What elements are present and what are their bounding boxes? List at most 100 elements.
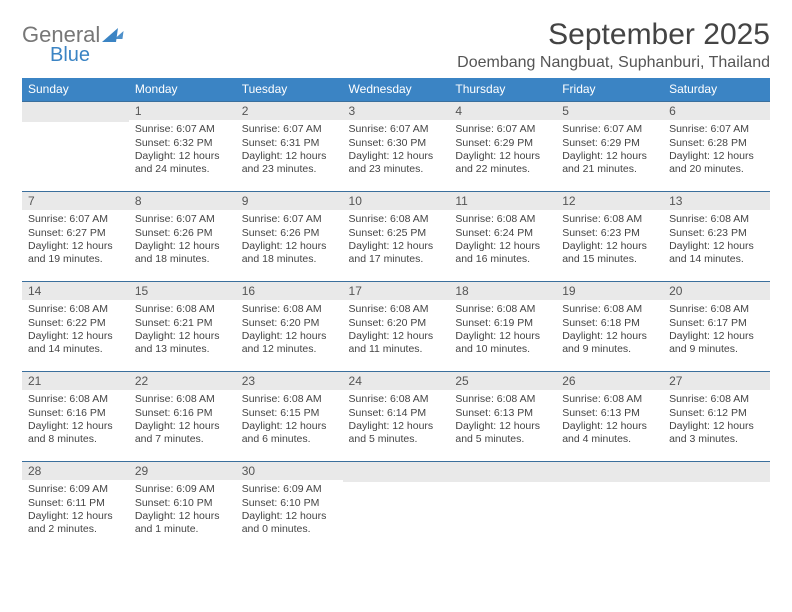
- daylight-line2: and 23 minutes.: [242, 163, 337, 176]
- calendar-cell: 14Sunrise: 6:08 AMSunset: 6:22 PMDayligh…: [22, 281, 129, 371]
- sunset-text: Sunset: 6:12 PM: [669, 407, 764, 420]
- daylight-line2: and 1 minute.: [135, 523, 230, 536]
- sunrise-text: Sunrise: 6:08 AM: [242, 393, 337, 406]
- date-strip: [22, 101, 129, 122]
- sunset-text: Sunset: 6:21 PM: [135, 317, 230, 330]
- sunrise-text: Sunrise: 6:07 AM: [455, 123, 550, 136]
- daylight-line2: and 18 minutes.: [242, 253, 337, 266]
- calendar-cell: 7Sunrise: 6:07 AMSunset: 6:27 PMDaylight…: [22, 191, 129, 281]
- sail-icon-small: [115, 31, 124, 39]
- date-strip: 24: [343, 371, 450, 390]
- sunrise-text: Sunrise: 6:07 AM: [562, 123, 657, 136]
- cell-body: Sunrise: 6:08 AMSunset: 6:13 PMDaylight:…: [556, 390, 663, 450]
- date-strip: 20: [663, 281, 770, 300]
- calendar-cell: 21Sunrise: 6:08 AMSunset: 6:16 PMDayligh…: [22, 371, 129, 461]
- logo-word2: Blue: [50, 44, 90, 67]
- cell-body: Sunrise: 6:08 AMSunset: 6:19 PMDaylight:…: [449, 300, 556, 360]
- sunrise-text: Sunrise: 6:08 AM: [28, 393, 123, 406]
- calendar-cell: 20Sunrise: 6:08 AMSunset: 6:17 PMDayligh…: [663, 281, 770, 371]
- sunset-text: Sunset: 6:13 PM: [455, 407, 550, 420]
- sunset-text: Sunset: 6:31 PM: [242, 137, 337, 150]
- calendar-cell: 2Sunrise: 6:07 AMSunset: 6:31 PMDaylight…: [236, 101, 343, 191]
- daylight-line2: and 9 minutes.: [562, 343, 657, 356]
- daylight-line2: and 23 minutes.: [349, 163, 444, 176]
- calendar-cell: 16Sunrise: 6:08 AMSunset: 6:20 PMDayligh…: [236, 281, 343, 371]
- calendar-cell: 4Sunrise: 6:07 AMSunset: 6:29 PMDaylight…: [449, 101, 556, 191]
- daylight-line1: Daylight: 12 hours: [242, 240, 337, 253]
- daylight-line1: Daylight: 12 hours: [28, 510, 123, 523]
- daylight-line2: and 10 minutes.: [455, 343, 550, 356]
- cell-body: Sunrise: 6:07 AMSunset: 6:29 PMDaylight:…: [449, 120, 556, 180]
- cell-body: Sunrise: 6:08 AMSunset: 6:18 PMDaylight:…: [556, 300, 663, 360]
- calendar-cell: 3Sunrise: 6:07 AMSunset: 6:30 PMDaylight…: [343, 101, 450, 191]
- location: Doembang Nangbuat, Suphanburi, Thailand: [457, 54, 770, 72]
- daylight-line2: and 2 minutes.: [28, 523, 123, 536]
- sunset-text: Sunset: 6:23 PM: [562, 227, 657, 240]
- daylight-line1: Daylight: 12 hours: [135, 420, 230, 433]
- sunrise-text: Sunrise: 6:08 AM: [669, 303, 764, 316]
- calendar-cell: 24Sunrise: 6:08 AMSunset: 6:14 PMDayligh…: [343, 371, 450, 461]
- date-strip: 15: [129, 281, 236, 300]
- daylight-line2: and 17 minutes.: [349, 253, 444, 266]
- sunset-text: Sunset: 6:11 PM: [28, 497, 123, 510]
- sunset-text: Sunset: 6:14 PM: [349, 407, 444, 420]
- daylight-line2: and 16 minutes.: [455, 253, 550, 266]
- sunset-text: Sunset: 6:27 PM: [28, 227, 123, 240]
- daylight-line2: and 20 minutes.: [669, 163, 764, 176]
- date-strip: 14: [22, 281, 129, 300]
- cell-body: Sunrise: 6:07 AMSunset: 6:28 PMDaylight:…: [663, 120, 770, 180]
- daylight-line1: Daylight: 12 hours: [135, 240, 230, 253]
- calendar-cell: 12Sunrise: 6:08 AMSunset: 6:23 PMDayligh…: [556, 191, 663, 281]
- daylight-line2: and 18 minutes.: [135, 253, 230, 266]
- daylight-line2: and 15 minutes.: [562, 253, 657, 266]
- daylight-line2: and 0 minutes.: [242, 523, 337, 536]
- sunrise-text: Sunrise: 6:08 AM: [669, 213, 764, 226]
- date-strip: [556, 461, 663, 482]
- date-strip: 17: [343, 281, 450, 300]
- sunset-text: Sunset: 6:13 PM: [562, 407, 657, 420]
- sunset-text: Sunset: 6:10 PM: [242, 497, 337, 510]
- cell-body: Sunrise: 6:09 AMSunset: 6:11 PMDaylight:…: [22, 480, 129, 540]
- calendar-head: Sunday Monday Tuesday Wednesday Thursday…: [22, 78, 770, 101]
- cell-body: Sunrise: 6:08 AMSunset: 6:23 PMDaylight:…: [663, 210, 770, 270]
- date-strip: [663, 461, 770, 482]
- cell-body: Sunrise: 6:08 AMSunset: 6:14 PMDaylight:…: [343, 390, 450, 450]
- date-strip: 3: [343, 101, 450, 120]
- daylight-line2: and 6 minutes.: [242, 433, 337, 446]
- sunset-text: Sunset: 6:17 PM: [669, 317, 764, 330]
- sunset-text: Sunset: 6:16 PM: [135, 407, 230, 420]
- sunrise-text: Sunrise: 6:08 AM: [349, 213, 444, 226]
- sunrise-text: Sunrise: 6:07 AM: [135, 213, 230, 226]
- sunrise-text: Sunrise: 6:08 AM: [562, 393, 657, 406]
- daylight-line1: Daylight: 12 hours: [562, 420, 657, 433]
- sunset-text: Sunset: 6:16 PM: [28, 407, 123, 420]
- date-strip: 1: [129, 101, 236, 120]
- calendar-cell: 9Sunrise: 6:07 AMSunset: 6:26 PMDaylight…: [236, 191, 343, 281]
- sunset-text: Sunset: 6:26 PM: [135, 227, 230, 240]
- daylight-line2: and 7 minutes.: [135, 433, 230, 446]
- calendar-cell: [22, 101, 129, 191]
- date-strip: 9: [236, 191, 343, 210]
- date-strip: 21: [22, 371, 129, 390]
- calendar-row: 28Sunrise: 6:09 AMSunset: 6:11 PMDayligh…: [22, 461, 770, 551]
- sunrise-text: Sunrise: 6:08 AM: [562, 213, 657, 226]
- cell-body: Sunrise: 6:08 AMSunset: 6:22 PMDaylight:…: [22, 300, 129, 360]
- daylight-line1: Daylight: 12 hours: [135, 510, 230, 523]
- calendar-cell: 25Sunrise: 6:08 AMSunset: 6:13 PMDayligh…: [449, 371, 556, 461]
- title-block: September 2025 Doembang Nangbuat, Suphan…: [457, 18, 770, 72]
- calendar-cell: 11Sunrise: 6:08 AMSunset: 6:24 PMDayligh…: [449, 191, 556, 281]
- sunset-text: Sunset: 6:28 PM: [669, 137, 764, 150]
- sunset-text: Sunset: 6:20 PM: [349, 317, 444, 330]
- calendar-cell: 22Sunrise: 6:08 AMSunset: 6:16 PMDayligh…: [129, 371, 236, 461]
- calendar-cell: 28Sunrise: 6:09 AMSunset: 6:11 PMDayligh…: [22, 461, 129, 551]
- calendar-table: Sunday Monday Tuesday Wednesday Thursday…: [22, 78, 770, 551]
- calendar-cell: [343, 461, 450, 551]
- sunrise-text: Sunrise: 6:09 AM: [242, 483, 337, 496]
- daylight-line1: Daylight: 12 hours: [669, 420, 764, 433]
- daylight-line1: Daylight: 12 hours: [349, 150, 444, 163]
- logo: General Blue: [22, 22, 123, 67]
- calendar-page: General Blue September 2025 Doembang Nan…: [0, 0, 792, 612]
- daylight-line1: Daylight: 12 hours: [669, 240, 764, 253]
- sunset-text: Sunset: 6:25 PM: [349, 227, 444, 240]
- cell-body: Sunrise: 6:08 AMSunset: 6:15 PMDaylight:…: [236, 390, 343, 450]
